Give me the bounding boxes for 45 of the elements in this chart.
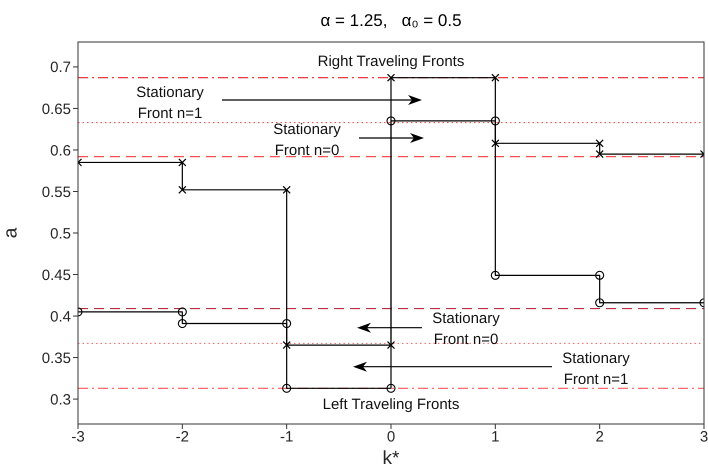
x-tick-label: 2	[595, 428, 604, 446]
point	[595, 298, 604, 308]
y-tick-label: 0.45	[42, 266, 71, 284]
point	[490, 116, 500, 126]
y-tick-label: 0.6	[50, 142, 71, 160]
point	[386, 384, 396, 393]
point	[595, 270, 604, 280]
point	[491, 74, 500, 82]
x-tick-label: 0	[386, 428, 396, 446]
point	[491, 139, 500, 148]
y-tick-label: 0.4	[50, 308, 71, 326]
annotation: Stationary Front n=0	[273, 121, 342, 159]
annotation: Right Traveling Fronts	[318, 53, 464, 70]
chart-title: α = 1.25, α₀ = 0.5	[320, 11, 462, 30]
annotation: Stationary Front n=1	[136, 84, 204, 122]
annotation: Left Traveling Fronts	[322, 396, 460, 413]
y-tick-label: 0.65	[42, 100, 71, 118]
annotation: Stationary Front n=1	[562, 350, 630, 388]
point	[282, 318, 292, 328]
point	[178, 318, 187, 328]
point	[596, 150, 604, 158]
point	[386, 116, 396, 126]
point	[178, 307, 187, 316]
y-tick-label: 0.35	[42, 350, 71, 367]
point	[596, 139, 604, 148]
point	[282, 384, 292, 393]
x-tick-label: 3	[700, 428, 708, 446]
y-tick-label: 0.7	[50, 59, 71, 76]
x-tick-label: 1	[491, 428, 500, 446]
point	[386, 341, 396, 350]
y-tick-label: 0.55	[42, 184, 71, 201]
point	[386, 74, 396, 82]
x-tick-label: -3	[71, 428, 85, 446]
point	[282, 186, 291, 194]
annotation: Stationary Front n=0	[432, 310, 500, 348]
y-tick-label: 0.5	[50, 225, 71, 242]
x-axis-title: k*	[382, 448, 400, 469]
point	[490, 270, 500, 280]
x-tick-label: -2	[176, 428, 190, 446]
y-axis-title: a	[0, 227, 22, 238]
x-tick-label: -1	[280, 428, 294, 446]
point	[178, 186, 186, 194]
point	[178, 158, 186, 167]
y-tick-label: 0.3	[50, 391, 71, 408]
point	[282, 341, 291, 350]
